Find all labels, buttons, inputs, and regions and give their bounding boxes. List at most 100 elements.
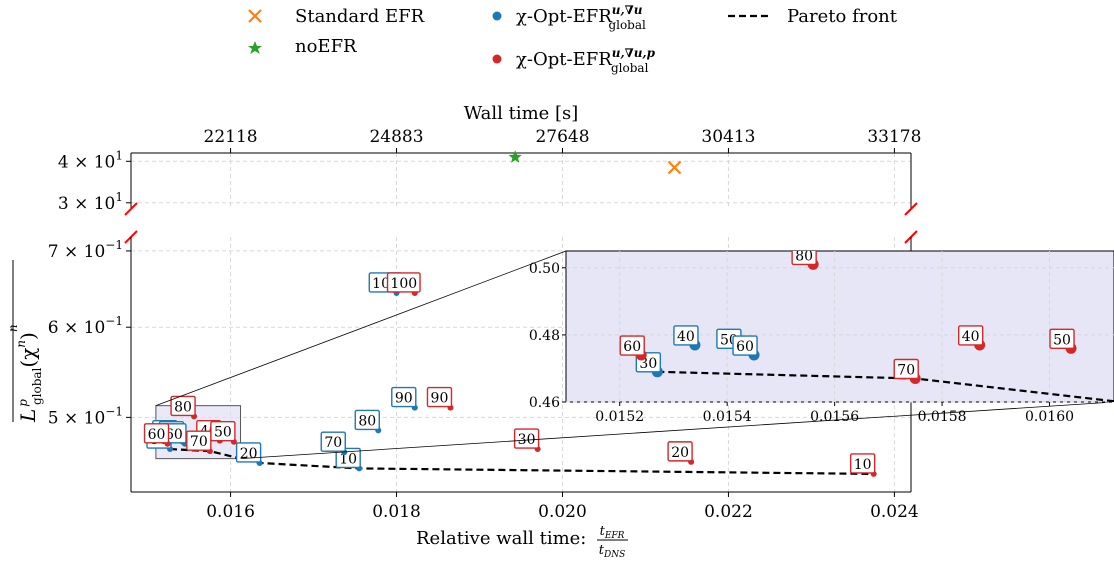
y-tick-label: 6 × 10−1 [48, 314, 123, 338]
lower-y-ticks: 5 × 10−1 6 × 10−1 7 × 10−1 [48, 238, 131, 428]
inset-red-point-label-box [957, 325, 984, 346]
legend-item-pareto-front: Pareto front [728, 6, 898, 27]
legend-label-opt-efr-u: χ-Opt-EFRu,∇u global [516, 3, 646, 32]
blue-point-label: 80 [354, 409, 380, 431]
inset-blue-point-label-box [732, 335, 758, 356]
red-point-label-box [186, 430, 212, 451]
upper-grid [131, 153, 911, 209]
legend-label-pareto-front: Pareto front [787, 6, 898, 27]
red-point-label-text: 100 [390, 276, 417, 292]
inset-red-point-label: 50 [1049, 328, 1075, 350]
inset-grid [566, 251, 1114, 403]
blue-point-label-box [235, 442, 262, 463]
red-point-label: 30 [513, 428, 540, 449]
red-point-label-box [143, 423, 170, 444]
legend: Standard EFR noEFR χ-Opt-EFRu,∇u global χ… [248, 3, 898, 75]
axis-break-marks [124, 202, 918, 244]
x-tick-label: 0.022 [704, 502, 753, 522]
x-tick-label: 0.016 [206, 502, 255, 522]
legend-marker-blue-dot [492, 11, 502, 21]
y-tick-label: 7 × 10−1 [48, 238, 123, 262]
inset-x-tick-label: 0.0152 [595, 409, 644, 425]
y-tick-label: 4 × 101 [58, 148, 123, 172]
upper-panel: 3 × 101 4 × 101 [58, 148, 912, 214]
lower-x-ticks: 0.016 0.018 0.020 0.022 0.024 [206, 492, 919, 522]
lower-panel: 5 × 10−1 6 × 10−1 7 × 10−1 0.016 0.018 0.020… [48, 237, 919, 522]
inset-red-point-label: 70 [893, 358, 919, 380]
red-point-label-text: 50 [214, 425, 232, 441]
inset-blue-point-label-box [673, 325, 699, 346]
red-point-label: 20 [667, 441, 693, 462]
top-tick-label: 33178 [867, 127, 921, 147]
x-axis-label-numerator: tEFR [600, 524, 625, 541]
inset-red-point-label: 80 [791, 248, 817, 266]
x-tick-label: 0.020 [538, 502, 587, 522]
legend-label-standard-efr: Standard EFR [295, 6, 425, 27]
x-tick-label: 0.018 [372, 502, 421, 522]
red-point-label: 70 [186, 430, 212, 451]
y-tick-label: 5 × 10−1 [48, 404, 123, 428]
legend-item-noefr: noEFR [248, 36, 357, 57]
inset-red-point-label-text: 40 [962, 329, 980, 345]
red-point-label-box [513, 428, 540, 449]
legend-item-standard-efr: Standard EFR [248, 6, 425, 27]
red-point-label-text: 90 [431, 391, 449, 407]
inset-red-point-label-text: 50 [1053, 332, 1071, 348]
red-point-label: 60 [143, 423, 170, 444]
y-tick-label: 3 × 101 [58, 190, 123, 214]
red-point-label: 100 [386, 272, 421, 293]
red-point-label-text: 20 [671, 445, 689, 461]
inset-red-point-label: 40 [957, 325, 984, 346]
inset-red-point-label-box [791, 251, 817, 266]
inset-x-tick-label: 0.0154 [703, 409, 752, 425]
lower-marks: 1020304050607080901001020304050607080901… [143, 272, 877, 477]
blue-point-label: 70 [320, 431, 346, 452]
red-point-label: 50 [210, 421, 236, 442]
inset-blue-point-label: 40 [673, 325, 699, 346]
standard-efr-stroke [667, 160, 682, 175]
inset-x-tick-label: 0.0158 [918, 409, 967, 425]
legend-item-opt-efr-up: χ-Opt-EFRu,∇u,p global [492, 46, 656, 75]
blue-point-label-text: 10 [339, 451, 357, 467]
pareto-front-line [169, 447, 874, 476]
inset-pareto-front-line [657, 370, 1114, 402]
inset-red-point-label-text: 60 [623, 339, 641, 355]
legend-marker-star [248, 41, 262, 54]
standard-efr-marker [667, 160, 682, 175]
inset-red-point-label-text: 80 [795, 248, 813, 264]
inset-background [565, 250, 1114, 403]
red-point-label-text: 80 [174, 399, 192, 415]
top-tick-label: 22118 [204, 127, 258, 147]
inset-blue-point-label: 60 [732, 335, 758, 356]
noefr-marker [508, 150, 522, 163]
break-mark-upper-right [904, 202, 918, 216]
top-tick-label: 30413 [701, 127, 755, 147]
top-tick-label: 24883 [369, 127, 423, 147]
upper-marks [508, 150, 682, 175]
blue-point-label-text: 20 [240, 446, 258, 462]
blue-point-label-box [354, 409, 380, 431]
red-point-label: 10 [849, 453, 876, 474]
inset-blue-point-label-text: 40 [677, 329, 695, 345]
inset-connector-top [155, 250, 567, 407]
legend-marker-x [248, 9, 262, 23]
upper-y-ticks: 3 × 101 4 × 101 [58, 148, 131, 214]
red-point-label-box [849, 453, 876, 474]
red-point-label: 80 [170, 395, 196, 417]
red-point-label-box [386, 272, 421, 293]
legend-marker-red-dot [492, 54, 502, 64]
x-axis-label-denominator: tDNS [599, 543, 626, 560]
blue-point-label: 90 [391, 386, 417, 408]
top-axis-label: Wall time [s] [464, 103, 579, 124]
inset-y-tick-label: 0.46 [529, 395, 560, 411]
red-point-label-text: 10 [854, 457, 872, 473]
blue-point-label-text: 80 [358, 413, 376, 429]
inset-y-tick-label: 0.48 [529, 328, 560, 344]
red-point-label: 90 [426, 386, 453, 408]
top-tick-label: 27648 [535, 127, 589, 147]
x-tick-label: 0.024 [870, 502, 919, 522]
red-point-label-text: 70 [190, 434, 208, 450]
blue-point-label-text: 70 [324, 435, 342, 451]
x-axis-label: Relative wall time: tEFR tDNS [416, 524, 628, 560]
